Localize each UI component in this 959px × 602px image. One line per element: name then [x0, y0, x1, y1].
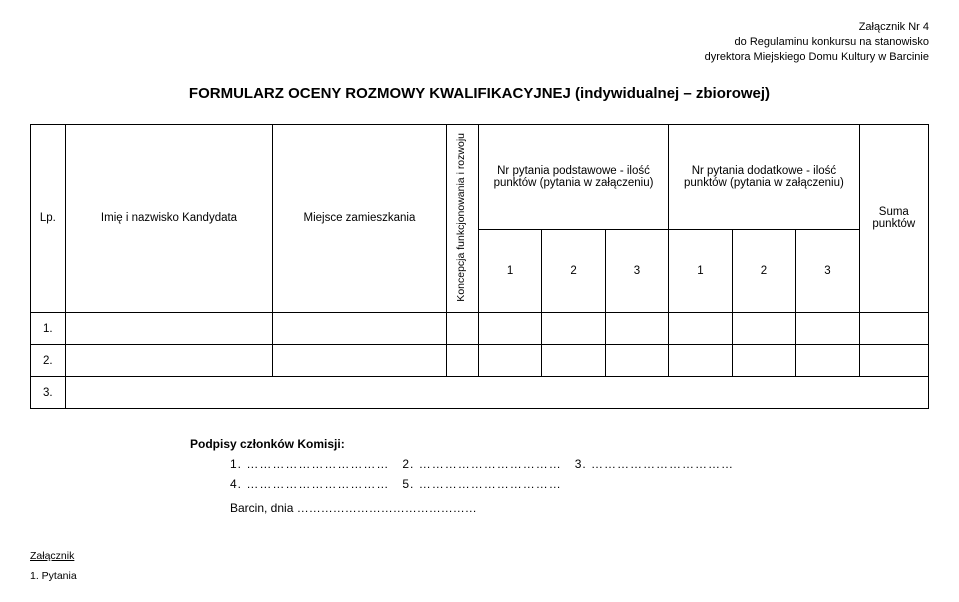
row2-b3	[605, 345, 668, 377]
col-concept-header: Koncepcja funkcjonowania i rozwoju	[446, 124, 478, 313]
signatures-block: Podpisy członków Komisji: 1. ………………………………	[190, 437, 929, 515]
sig-3: 3. ……………………………	[575, 457, 734, 471]
row1-b3	[605, 313, 668, 345]
sig-4: 4. ……………………………	[230, 477, 389, 491]
col-d3: 3	[796, 230, 859, 313]
form-title: FORMULARZ OCENY ROZMOWY KWALIFIKACYJNEJ …	[30, 85, 929, 102]
header-line-2: do Regulaminu konkursu na stanowisko	[30, 35, 929, 50]
col-concept-label: Koncepcja funkcjonowania i rozwoju	[456, 129, 468, 306]
row2-b2	[542, 345, 605, 377]
col-d1: 1	[669, 230, 732, 313]
sig-5: 5. ……………………………	[402, 477, 561, 491]
row1-b2	[542, 313, 605, 345]
sig-1: 1. ……………………………	[230, 457, 389, 471]
evaluation-table: Lp. Imię i nazwisko Kandydata Miejsce za…	[30, 124, 929, 410]
header-line-3: dyrektora Miejskiego Domu Kultury w Barc…	[30, 50, 929, 65]
footer-zalacznik: Załącznik	[30, 550, 929, 562]
row1-d2	[732, 313, 795, 345]
row1-d3	[796, 313, 859, 345]
row2-d3	[796, 345, 859, 377]
row2-b1	[478, 345, 541, 377]
row2-name	[65, 345, 273, 377]
row1-concept	[446, 313, 478, 345]
footer: Załącznik 1. Pytania	[30, 550, 929, 582]
row1-sum	[859, 313, 928, 345]
col-name-header: Imię i nazwisko Kandydata	[65, 124, 273, 313]
col-extra-group: Nr pytania dodatkowe - ilość punktów (py…	[669, 124, 859, 230]
col-d2: 2	[732, 230, 795, 313]
row1-d1	[669, 313, 732, 345]
col-b3: 3	[605, 230, 668, 313]
row3-merged	[65, 377, 928, 409]
row2-place	[273, 345, 446, 377]
row2-lp: 2.	[31, 345, 66, 377]
row1-lp: 1.	[31, 313, 66, 345]
col-place-header: Miejsce zamieszkania	[273, 124, 446, 313]
row1-place	[273, 313, 446, 345]
row2-d2	[732, 345, 795, 377]
row2-sum	[859, 345, 928, 377]
row2-d1	[669, 345, 732, 377]
sig-2: 2. ……………………………	[402, 457, 561, 471]
row2-concept	[446, 345, 478, 377]
header-line-1: Załącznik Nr 4	[30, 20, 929, 35]
signatures-heading: Podpisy członków Komisji:	[190, 437, 929, 451]
footer-pytania: 1. Pytania	[30, 570, 929, 582]
row1-b1	[478, 313, 541, 345]
col-basic-group: Nr pytania podstawowe - ilość punktów (p…	[478, 124, 668, 230]
row1-name	[65, 313, 273, 345]
row3-lp: 3.	[31, 377, 66, 409]
col-lp-header: Lp.	[31, 124, 66, 313]
header-attachment: Załącznik Nr 4 do Regulaminu konkursu na…	[30, 20, 929, 65]
col-b2: 2	[542, 230, 605, 313]
place-date: Barcin, dnia ………………………………………	[230, 501, 929, 515]
col-sum-header: Suma punktów	[859, 124, 928, 313]
col-b1: 1	[478, 230, 541, 313]
